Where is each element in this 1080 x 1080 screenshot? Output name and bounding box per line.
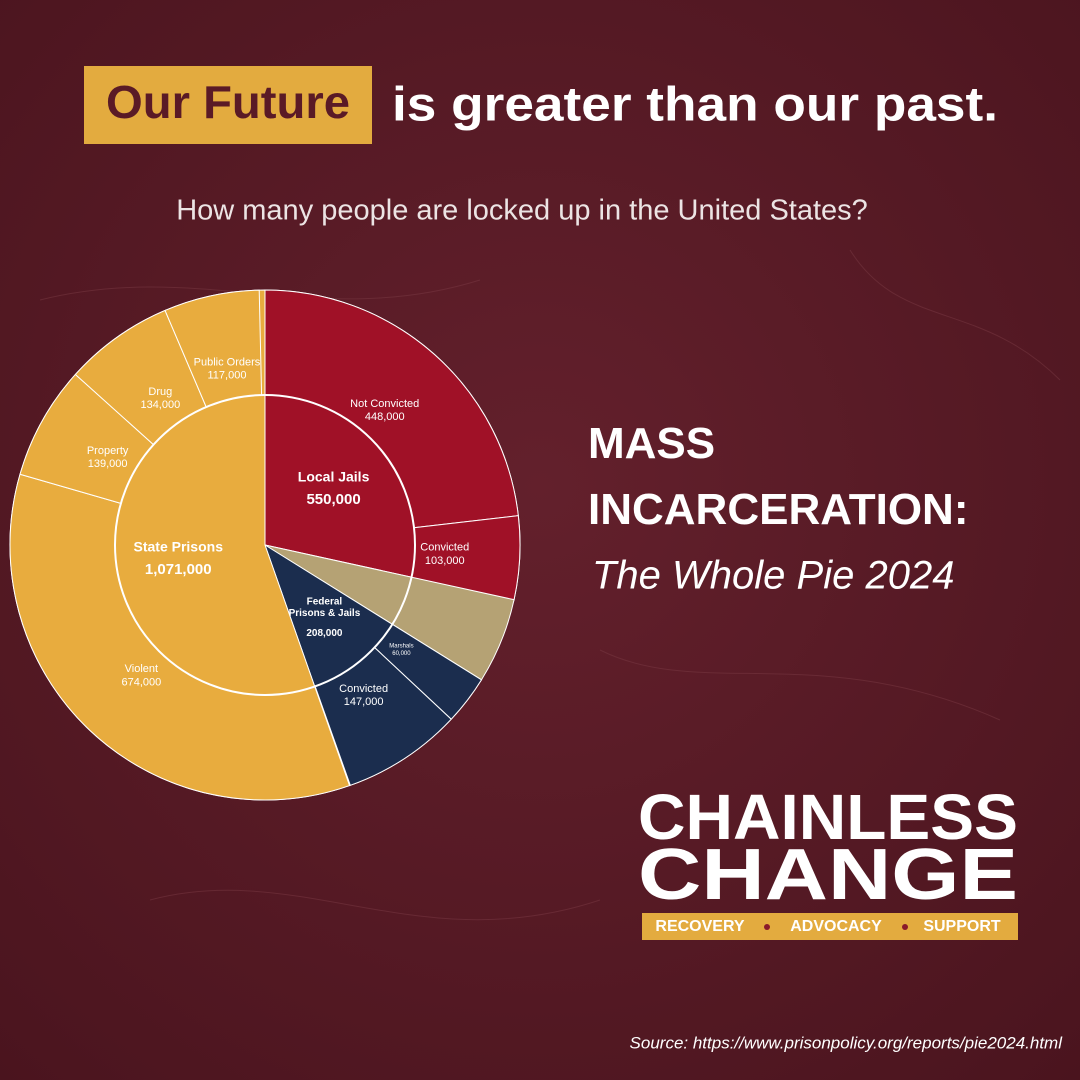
segment-label: 550,000: [306, 491, 360, 508]
tagline-item: RECOVERY: [655, 918, 745, 935]
segment-label: 103,000: [425, 555, 465, 567]
segment-label: Public Orders: [194, 356, 261, 368]
ring-border: [114, 394, 416, 696]
segment-label: Marshals: [389, 644, 413, 650]
chart-title: MASS INCARCERATION:: [588, 419, 969, 534]
tagline-dot: [902, 924, 908, 930]
segment-label: 448,000: [365, 411, 405, 423]
tagline-dot: [764, 924, 770, 930]
segment-label: State Prisons: [134, 538, 224, 554]
segment-label: Not Convicted: [350, 398, 419, 410]
source: Source: https://www.prisonpolicy.org/rep…: [630, 1033, 1064, 1052]
segment-label: Federal Prisons & Jails: [289, 596, 361, 619]
segment-label: Drug: [148, 386, 172, 398]
segment-label: Property: [87, 445, 129, 457]
tagline-item: SUPPORT: [923, 918, 1001, 935]
logo-line2: CHANGE: [638, 835, 1018, 915]
sunburst-chart: Not Convicted448,000Convicted103,000Loca…: [9, 289, 521, 801]
segment-label: Convicted: [339, 683, 388, 695]
segment-label: Violent: [125, 663, 158, 675]
segment-label: 1,071,000: [145, 561, 212, 578]
segment-label: 147,000: [344, 696, 384, 708]
tagline-item: ADVOCACY: [790, 918, 882, 935]
header-highlight: Our Future: [106, 76, 350, 128]
segment-label: 134,000: [140, 399, 180, 411]
header-title: is greater than our past.: [392, 79, 998, 132]
segment-label: Convicted: [420, 542, 469, 554]
texture: [39, 249, 1061, 921]
segment-label: Local Jails: [298, 469, 370, 485]
chart-subtitle: The Whole Pie 2024: [592, 554, 954, 598]
segment-label: 60,000: [392, 651, 411, 657]
segment-label: 117,000: [208, 370, 247, 382]
tagline-bar: [642, 913, 1018, 940]
highlight-box: [84, 66, 372, 144]
question: How many people are locked up in the Uni…: [176, 195, 868, 227]
segment-label: 139,000: [88, 458, 128, 470]
segment-label: 208,000: [306, 628, 343, 639]
logo-line1: CHAINLESS: [638, 781, 1018, 853]
segment-label: 674,000: [122, 676, 162, 688]
